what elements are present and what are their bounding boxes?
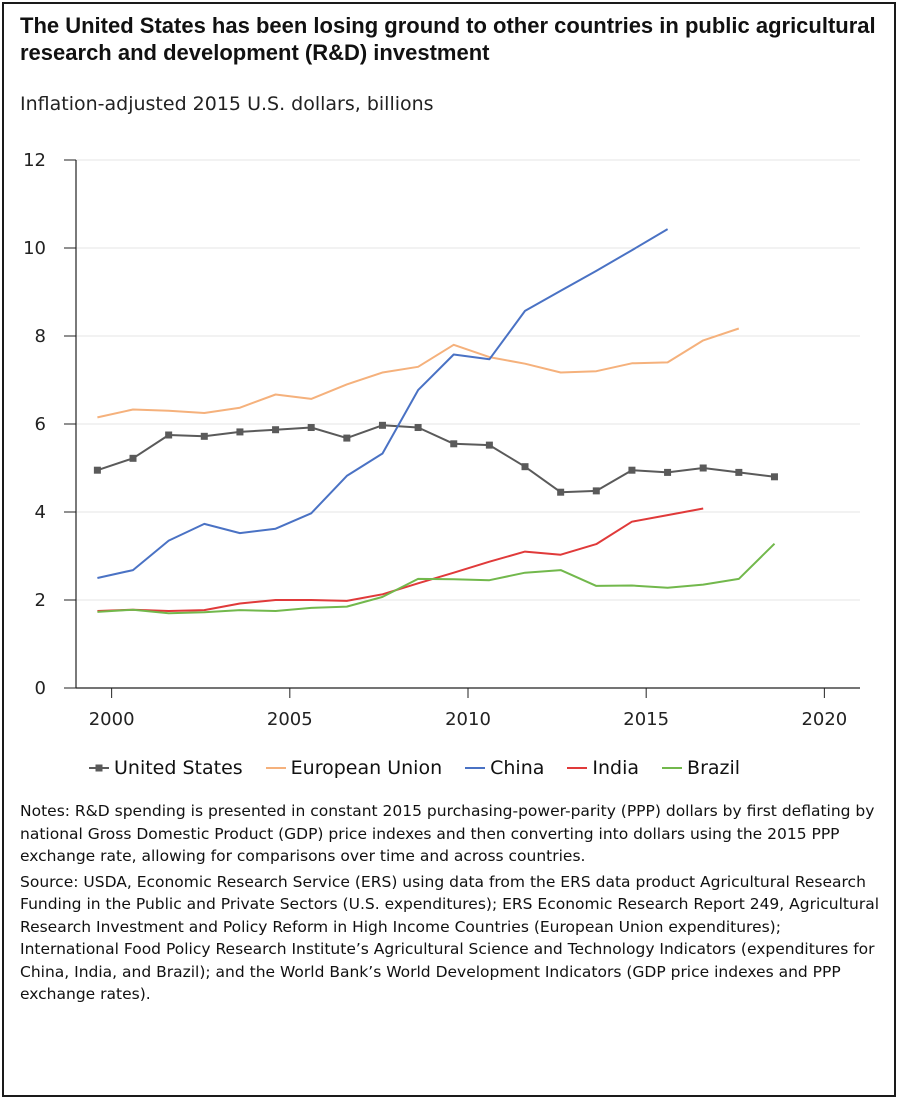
data-point-united-states: [735, 468, 743, 476]
legend-label: European Union: [290, 757, 443, 779]
legend-label: United States: [114, 757, 243, 779]
data-point-united-states: [699, 464, 707, 472]
y-tick-label: 0: [35, 678, 46, 699]
legend-item-india: India: [566, 757, 639, 779]
chart-subtitle: Inflation-adjusted 2015 U.S. dollars, bi…: [20, 93, 434, 115]
x-tick-label: 2010: [445, 709, 491, 730]
series-line-brazil: [97, 542, 776, 615]
legend-item-china: China: [464, 757, 544, 779]
y-tick-label: 4: [35, 502, 46, 523]
legend-swatch: [465, 767, 486, 769]
data-point-united-states: [557, 488, 565, 496]
legend-swatch: [567, 767, 588, 769]
series-line-india: [97, 507, 704, 612]
line-chart: 0 2 4 6 8 10 12 2000 2005 2010 2015 2020: [23, 150, 860, 730]
data-point-united-states: [93, 466, 101, 474]
legend-item-european-union: European Union: [265, 757, 442, 779]
data-point-united-states: [129, 454, 137, 462]
x-tick-label: 2000: [89, 709, 135, 730]
x-tick-label: 2020: [801, 709, 847, 730]
legend-swatch: [662, 767, 683, 769]
data-point-united-states: [200, 432, 208, 440]
y-tick-label: 12: [23, 150, 46, 171]
data-point-united-states: [414, 424, 422, 432]
notes-text: Notes: R&D spending is presented in cons…: [20, 802, 875, 865]
data-point-united-states: [485, 441, 493, 449]
legend-item-united-states: United States: [88, 757, 243, 779]
data-point-united-states: [628, 466, 636, 474]
data-point-united-states: [165, 431, 173, 439]
legend-label: Brazil: [687, 757, 741, 779]
y-tick-label: 10: [23, 238, 46, 259]
data-point-united-states: [770, 473, 778, 481]
legend-label: India: [592, 757, 640, 779]
y-tick-label: 2: [35, 590, 46, 611]
legend-item-brazil: Brazil: [661, 757, 740, 779]
data-point-united-states: [521, 463, 529, 471]
data-point-united-states: [664, 468, 672, 476]
y-tick-label: 8: [35, 326, 46, 347]
y-tick-label: 6: [35, 414, 46, 435]
source-text: Source: USDA, Economic Research Service …: [20, 872, 880, 1004]
legend-swatch: [265, 767, 286, 769]
series-line-china: [97, 228, 669, 579]
chart-title: The United States has been losing ground…: [20, 13, 876, 65]
data-point-united-states: [343, 434, 351, 442]
notes-section: Notes: R&D spending is presented in cons…: [20, 800, 882, 1009]
x-tick-label: 2015: [623, 709, 669, 730]
series-line-european-union: [97, 327, 740, 419]
legend-swatch: [89, 764, 109, 772]
data-point-united-states: [592, 487, 600, 495]
x-tick-label: 2005: [267, 709, 313, 730]
data-point-united-states: [272, 426, 280, 434]
series-line-united-states: [97, 424, 775, 494]
chart-legend: United States European Union China India Bra…: [88, 754, 762, 782]
data-point-united-states: [450, 440, 458, 448]
data-point-united-states: [307, 424, 315, 432]
data-point-united-states: [378, 421, 386, 429]
data-point-united-states: [236, 428, 244, 436]
legend-label: China: [490, 757, 545, 779]
